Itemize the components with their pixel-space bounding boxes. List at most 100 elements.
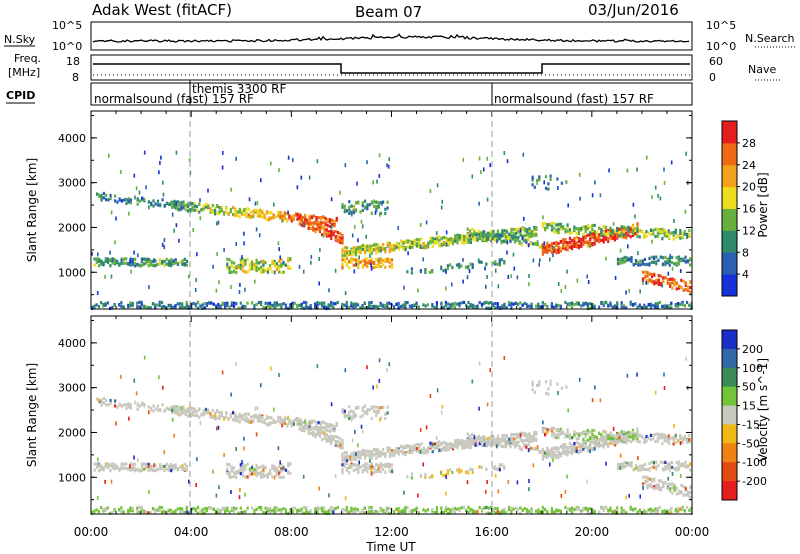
- power-cell: [546, 244, 549, 248]
- velocity-cell: [289, 511, 292, 515]
- power-cell: [222, 150, 224, 155]
- power-cell: [341, 262, 344, 266]
- velocity-cell: [322, 420, 325, 424]
- power-cell: [555, 230, 558, 235]
- power-cell: [127, 199, 130, 203]
- velocity-cell: [252, 418, 255, 422]
- velocity-cell: [399, 509, 402, 514]
- power-cell: [445, 270, 447, 274]
- velocity-cell: [352, 416, 355, 420]
- velocity-cell: [167, 508, 170, 512]
- velocity-cell: [125, 403, 128, 407]
- power-cell: [284, 263, 287, 267]
- velocity-cell: [377, 451, 380, 455]
- velocity-cell: [207, 409, 210, 413]
- power-cell: [259, 212, 262, 216]
- power-cell: [622, 306, 626, 310]
- velocity-cell: [322, 426, 325, 430]
- velocity-cell: [341, 407, 344, 412]
- velocity-cell: [474, 443, 477, 447]
- velocity-cell: [280, 469, 283, 473]
- velocity-cell: [384, 454, 387, 458]
- velocity-cell: [531, 382, 534, 386]
- velocity-cell: [593, 447, 596, 451]
- power-cell: [678, 284, 681, 289]
- power-cell: [375, 205, 378, 209]
- velocity-cell: [352, 462, 355, 466]
- velocity-cell: [523, 443, 526, 447]
- velocity-cell: [466, 432, 469, 436]
- velocity-cell: [287, 511, 290, 515]
- power-cell: [357, 246, 360, 250]
- power-cell: [242, 265, 245, 269]
- velocity-cell: [548, 453, 551, 457]
- power-cell: [435, 301, 438, 305]
- velocity-cell: [270, 421, 273, 425]
- velocity-cell: [661, 442, 664, 446]
- power-cell: [623, 255, 626, 259]
- velocity-cell: [122, 466, 125, 470]
- velocity-cell: [553, 435, 556, 439]
- power-cell: [593, 242, 596, 246]
- velocity-cell: [244, 475, 247, 479]
- velocity-cell: [291, 510, 294, 514]
- power-cell: [169, 303, 173, 307]
- power-cell: [300, 175, 303, 180]
- power-cell: [658, 300, 662, 304]
- velocity-cell: [637, 468, 640, 472]
- power-cell: [379, 212, 381, 217]
- power-cell: [657, 274, 660, 278]
- cpid-segment-1: normalsound (fast) 157 RF: [94, 92, 254, 106]
- power-cell: [586, 244, 589, 248]
- velocity-cell: [611, 433, 614, 437]
- velocity-cell: [373, 405, 376, 409]
- power-cell: [682, 288, 685, 292]
- power-cell: [498, 263, 501, 267]
- power-cell: [327, 232, 331, 236]
- velocity-cell: [582, 431, 585, 435]
- power-cell: [634, 228, 637, 233]
- velocity-cell: [323, 433, 326, 437]
- power-cell: [629, 227, 632, 231]
- velocity-cell: [449, 443, 452, 447]
- power-cell: [671, 255, 674, 259]
- power-cell: [116, 200, 119, 204]
- velocity-cell: [618, 439, 621, 443]
- power-cell: [663, 228, 666, 232]
- velocity-cell: [305, 510, 308, 514]
- power-cell: [228, 269, 231, 273]
- power-cell: [586, 227, 589, 231]
- power-cell: [138, 264, 141, 268]
- velocity-cell: [494, 441, 497, 445]
- velocity-cell: [388, 452, 391, 456]
- power-cell: [650, 255, 653, 259]
- power-cell: [684, 209, 687, 214]
- power-cell: [296, 185, 299, 190]
- power-cell: [174, 202, 178, 206]
- velocity-cell: [604, 437, 608, 441]
- power-cell: [127, 262, 130, 266]
- velocity-cell: [253, 468, 256, 472]
- power-cell: [352, 209, 355, 213]
- power-cell: [271, 259, 274, 263]
- power-cell: [483, 167, 485, 172]
- power-cell: [330, 197, 333, 202]
- power-cell: [559, 240, 562, 244]
- power-cell: [559, 249, 562, 253]
- velocity-cell: [541, 450, 544, 454]
- power-cell: [98, 258, 101, 262]
- power-cell: [384, 304, 387, 308]
- power-cell: [463, 239, 466, 243]
- power-cell: [403, 285, 405, 290]
- power-cell: [631, 223, 635, 227]
- velocity-cell: [125, 466, 128, 470]
- velocity-cell: [193, 409, 196, 413]
- power-cell: [486, 197, 489, 202]
- power-cell: [469, 262, 472, 266]
- velocity-cell: [555, 445, 558, 450]
- velocity-cell: [468, 438, 472, 443]
- power-cell: [345, 262, 349, 266]
- power-cell: [287, 264, 290, 268]
- velocity-cell: [496, 467, 499, 471]
